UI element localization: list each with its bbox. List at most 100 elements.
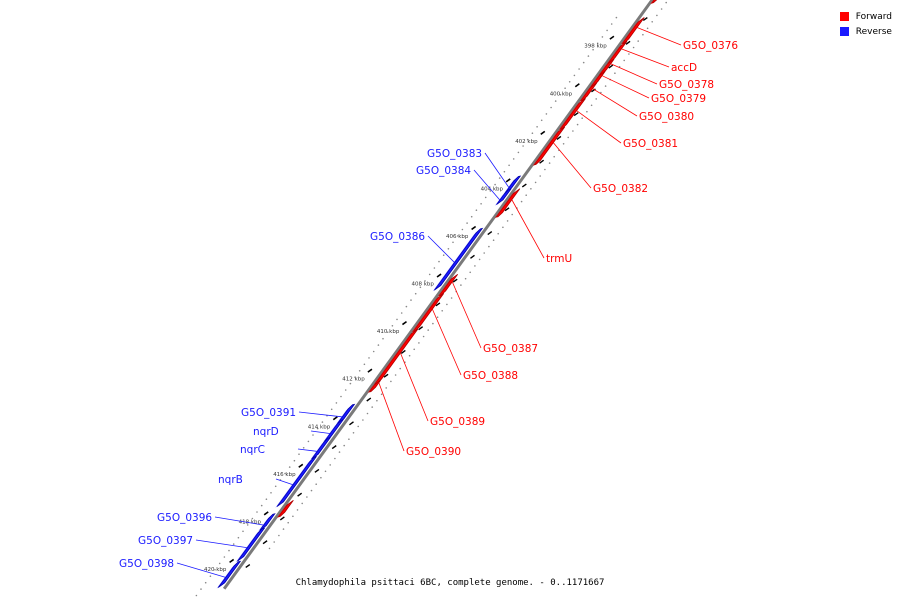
gene-label-leader	[214, 516, 264, 526]
ruler-dot	[604, 85, 607, 87]
gene-label: G5O_0378	[659, 79, 714, 91]
ruler-dot	[232, 543, 235, 545]
ruler-dot	[260, 504, 263, 507]
ruler-dot	[553, 155, 555, 158]
ruler-dot	[265, 498, 268, 501]
gene-label: G5O_0382	[593, 183, 648, 195]
reverse-gene	[433, 227, 484, 291]
map-caption: Chlamydophila psittaci 6BC, complete gen…	[295, 578, 605, 588]
tick-minor	[591, 88, 596, 93]
ruler-dot	[376, 399, 378, 402]
ruler-dot	[508, 164, 510, 167]
ruler-dot	[292, 515, 294, 518]
tick-major	[298, 463, 304, 468]
ruler-dot	[385, 387, 388, 389]
ruler-dot	[432, 322, 434, 325]
ruler-dot	[460, 284, 462, 286]
ruler-dot	[422, 335, 425, 338]
ruler-dot	[348, 438, 350, 441]
gene-bevel	[276, 505, 287, 518]
gene-bevel	[437, 279, 452, 297]
ruler-dot	[306, 496, 308, 498]
tick-minor	[349, 421, 354, 426]
ruler-dot	[470, 215, 473, 218]
ruler-dot	[419, 286, 422, 289]
ruler-dot	[334, 457, 336, 460]
ruler-dot	[413, 348, 416, 351]
ruler-dot	[450, 297, 453, 299]
gene-label-leader	[610, 63, 658, 85]
ruler-dot	[483, 252, 486, 254]
ruler-dot	[582, 61, 585, 64]
ruler-dot	[209, 575, 212, 577]
forward-gene	[607, 40, 628, 64]
tick-major	[609, 35, 615, 40]
ruler-dot	[572, 130, 574, 132]
gene-bevel	[620, 22, 638, 45]
tick-major	[332, 416, 338, 421]
ruler-dot	[214, 569, 216, 571]
forward-gene	[621, 17, 645, 45]
tick-minor	[245, 563, 251, 569]
ruler-dot	[316, 427, 319, 430]
ruler-dot	[287, 521, 290, 524]
forward-gene	[277, 499, 294, 518]
ruler-dot	[293, 459, 296, 462]
tick-label: 418 kbp	[239, 519, 262, 525]
gene-label: G5O_0384	[416, 165, 471, 177]
ruler-dot	[400, 312, 403, 314]
ruler-dot	[595, 98, 597, 100]
tick-minor	[642, 16, 648, 22]
ruler-dot	[642, 33, 644, 36]
ruler-dot	[358, 370, 361, 372]
ruler-dot	[494, 183, 496, 186]
ruler-dot	[497, 232, 500, 235]
gene-label: G5O_0376	[683, 40, 738, 52]
forward-swatch	[839, 12, 849, 21]
ruler-dot	[307, 440, 310, 443]
tick-major	[436, 273, 442, 278]
ruler-dot	[646, 27, 649, 30]
ruler-dot	[623, 59, 625, 62]
ruler-dot	[480, 203, 482, 205]
ruler-dot	[548, 162, 551, 164]
gene-label-leader	[484, 152, 510, 188]
ruler-dot	[386, 331, 389, 334]
ruler-dot	[441, 310, 444, 312]
gene-bevel	[558, 103, 580, 131]
ruler-dot	[511, 213, 513, 216]
ruler-dot	[488, 245, 490, 248]
gene-label-leader	[400, 353, 429, 422]
tick-minor	[314, 468, 320, 473]
gene-features	[216, 0, 658, 589]
gene-label: G5O_0390	[406, 446, 461, 458]
gene-label: G5O_0396	[157, 512, 212, 524]
gene-label-leader	[511, 199, 545, 259]
gene-label-leader	[176, 562, 226, 578]
ruler-dot	[540, 119, 543, 122]
tick-label: 412 kbp	[342, 377, 365, 383]
ruler-dot	[321, 421, 324, 423]
ruler-dot	[390, 380, 392, 383]
gene-label-leader	[592, 88, 638, 117]
ruler-dot	[424, 280, 426, 282]
ruler-dot	[503, 170, 506, 173]
ruler-dot	[502, 226, 504, 229]
gene-label-leader	[195, 539, 247, 548]
gene-label-leader	[298, 411, 342, 418]
ruler-dot	[606, 29, 608, 32]
gene-bevel	[606, 46, 621, 64]
tick-minor	[331, 445, 337, 450]
ruler-dot	[615, 16, 618, 19]
tick-label: 414 kbp	[308, 424, 331, 430]
ruler-dot	[578, 68, 580, 70]
gene-bevel	[598, 63, 608, 76]
tick-minor	[573, 112, 579, 117]
gene-label-leader	[275, 478, 293, 485]
ruler-dot	[284, 472, 286, 475]
ruler-dot	[526, 138, 529, 141]
ruler-dot	[534, 181, 537, 184]
ruler-dot	[428, 273, 431, 276]
gene-label: accD	[671, 62, 697, 74]
